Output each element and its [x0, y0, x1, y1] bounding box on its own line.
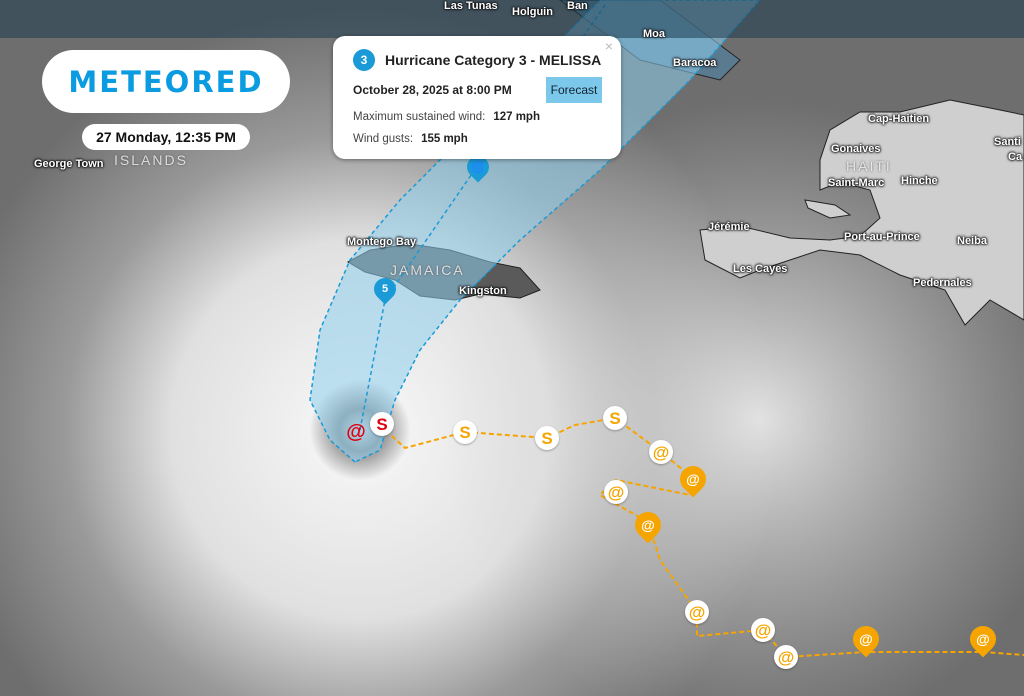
date-time-label: 27 Monday, 12:35 PM	[82, 124, 250, 150]
place-label: Port-au-Prince	[844, 231, 920, 243]
meteored-logo[interactable]: METEORED	[42, 50, 290, 113]
storm-icon: @	[976, 631, 990, 647]
place-label: Les Cayes	[733, 263, 788, 275]
storm-icon: @	[607, 482, 625, 502]
place-label: Las Tunas	[444, 0, 498, 12]
place-label: Kingston	[459, 285, 507, 297]
storm-marker[interactable]: @	[751, 618, 775, 642]
gusts-value: 155 mph	[421, 133, 468, 145]
place-label: George Town	[34, 158, 104, 170]
storm-icon: @	[652, 442, 670, 462]
hurricane-info-popup: × 3 Hurricane Category 3 - MELISSA Octob…	[333, 36, 621, 159]
max-wind-label: Maximum sustained wind:	[353, 111, 486, 123]
storm-icon: @	[859, 631, 873, 647]
storm-marker[interactable]: @	[685, 600, 709, 624]
storm-icon: @	[688, 602, 706, 622]
place-label: Cap-Haitien	[868, 113, 930, 125]
gusts-label: Wind gusts:	[353, 133, 414, 145]
storm-icon: @	[686, 471, 700, 487]
hurricane-category-icon: 3	[353, 49, 375, 71]
place-label: Moa	[643, 28, 665, 40]
storm-marker[interactable]: S	[453, 420, 477, 444]
hurricane-icon: S	[376, 414, 388, 434]
storm-marker[interactable]: S	[603, 406, 627, 430]
storm-icon: S	[609, 408, 621, 428]
storm-pin[interactable]: @	[629, 506, 667, 544]
category-label: 5	[381, 283, 389, 295]
top-overlay	[0, 0, 1024, 38]
country-label: HAITI	[846, 158, 892, 174]
forecast-badge: Forecast	[546, 77, 602, 103]
storm-pin[interactable]: @	[847, 620, 885, 658]
close-icon[interactable]: ×	[604, 38, 613, 54]
place-label: Holguin	[512, 6, 553, 18]
place-label: Montego Bay	[347, 236, 417, 248]
storm-marker[interactable]: @	[649, 440, 673, 464]
max-wind-value: 127 mph	[493, 111, 540, 123]
storm-icon: S	[541, 428, 553, 448]
storm-icon: @	[754, 620, 772, 640]
gonave-island	[804, 199, 852, 219]
place-label: Gonaives	[831, 143, 881, 155]
forecast-date: October 28, 2025 at 8:00 PM	[353, 83, 512, 97]
place-label: Baracoa	[673, 57, 717, 69]
storm-marker[interactable]: @	[774, 645, 798, 669]
storm-marker[interactable]: S	[535, 426, 559, 450]
popup-title: Hurricane Category 3 - MELISSA	[385, 52, 602, 68]
storm-icon: @	[641, 517, 655, 533]
storm-pin[interactable]: @	[674, 460, 712, 498]
country-label: JAMAICA	[390, 262, 465, 278]
haiti-land	[699, 99, 1024, 326]
place-label: Neiba	[957, 235, 987, 247]
place-label: Santi	[994, 136, 1021, 148]
storm-marker[interactable]: S	[370, 412, 394, 436]
storm-icon: @	[777, 647, 795, 667]
place-label: Jérémie	[708, 221, 750, 233]
place-label: Hinche	[901, 175, 938, 187]
current-hurricane-icon[interactable]: @	[346, 421, 366, 443]
place-label: Ban	[567, 0, 588, 12]
storm-marker[interactable]: @	[604, 480, 628, 504]
country-label: ISLANDS	[114, 152, 188, 168]
forecast-position-pin[interactable]: 5	[369, 273, 401, 305]
popup-title-row: 3 Hurricane Category 3 - MELISSA	[353, 49, 601, 71]
forecast-cone	[309, 0, 761, 463]
storm-icon: S	[459, 422, 471, 442]
max-wind-row: Maximum sustained wind: 127 mph	[353, 111, 540, 123]
logo-text: METEORED	[68, 64, 264, 99]
place-label: Saint-Marc	[828, 177, 885, 189]
place-label: Pedernales	[913, 277, 972, 289]
place-label: Ca	[1008, 151, 1023, 163]
gusts-row: Wind gusts: 155 mph	[353, 133, 468, 145]
storm-pin[interactable]: @	[964, 620, 1002, 658]
hurricane-icon: 🌀	[471, 161, 485, 174]
